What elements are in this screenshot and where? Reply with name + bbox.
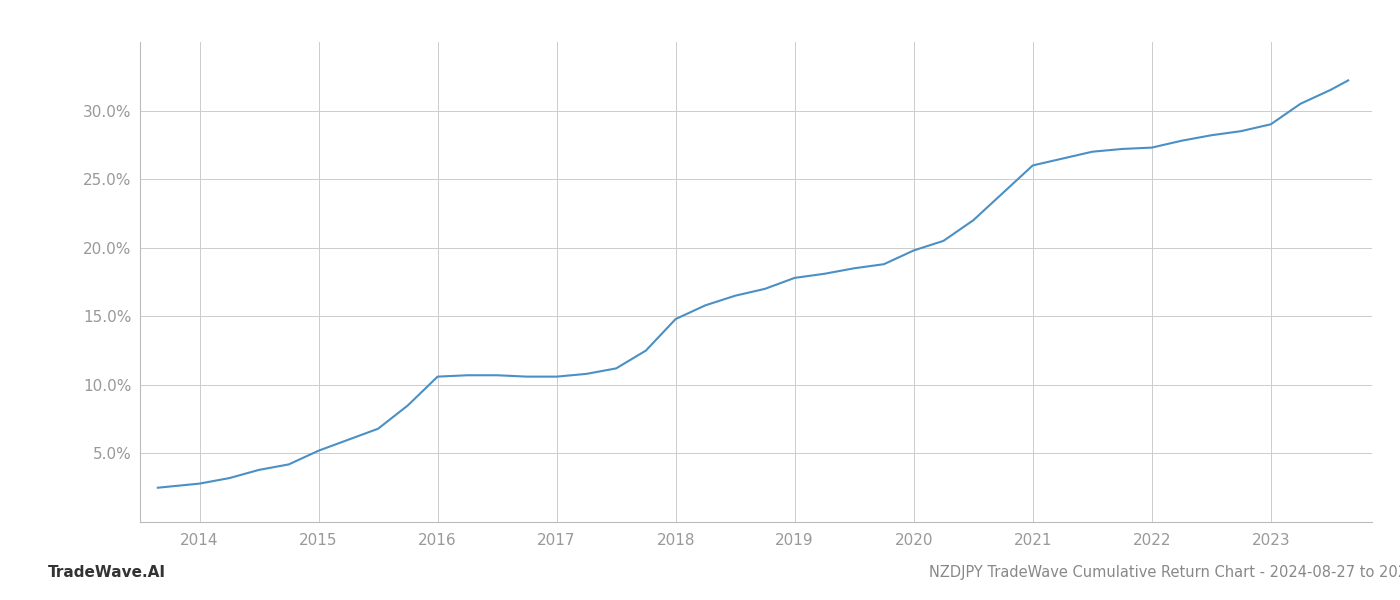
Text: NZDJPY TradeWave Cumulative Return Chart - 2024-08-27 to 2024-11-08: NZDJPY TradeWave Cumulative Return Chart… [930,565,1400,580]
Text: TradeWave.AI: TradeWave.AI [48,565,165,580]
